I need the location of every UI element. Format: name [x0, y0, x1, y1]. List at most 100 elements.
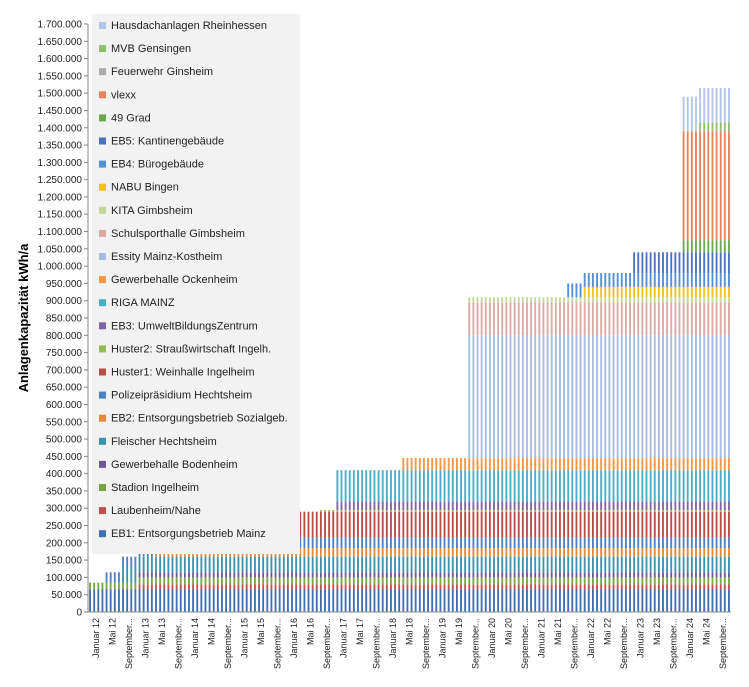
bar-segment [163, 556, 166, 573]
bar-segment [159, 577, 162, 585]
bar-segment [521, 335, 524, 459]
bar-segment [357, 577, 359, 585]
bar-segment [307, 589, 310, 612]
bar-segment [530, 335, 533, 459]
bar-segment [505, 584, 508, 590]
bar-segment [175, 556, 178, 573]
bar-segment [344, 511, 347, 538]
y-tick-label: 500.000 [46, 435, 83, 446]
bar-segment [563, 511, 565, 538]
bar-segment [266, 556, 269, 573]
bar-segment [476, 297, 479, 303]
bar-segment [340, 589, 343, 612]
bar-segment [723, 240, 726, 253]
bar-segment [394, 572, 397, 578]
bar-segment [596, 537, 598, 549]
bar-segment [690, 511, 693, 538]
bar-segment [728, 131, 730, 241]
bar-segment [282, 577, 285, 585]
legend-label: EB1: Entsorgungsbetrieb Mainz [111, 528, 266, 540]
legend-swatch [99, 160, 106, 168]
x-tick-label: Mai 19 [454, 618, 464, 645]
bar-segment [690, 458, 693, 471]
bar-segment [365, 501, 368, 510]
bar-segment [315, 572, 318, 578]
bar-segment [707, 556, 710, 573]
bar-segment [361, 511, 364, 538]
bar-segment [361, 509, 364, 512]
bar-segment [649, 556, 652, 573]
bar-segment [624, 589, 627, 612]
bar-segment [365, 548, 368, 557]
bar-segment [534, 589, 537, 612]
bar-segment [575, 556, 578, 573]
bar-segment [385, 470, 388, 502]
bar-segment [357, 572, 359, 578]
bar-segment [233, 584, 236, 590]
bar-segment [723, 129, 726, 132]
y-tick-label: 550.000 [46, 417, 83, 428]
bar-segment [542, 537, 545, 549]
bar-segment [690, 96, 693, 132]
bar-segment [538, 297, 541, 303]
bar-segment [616, 572, 619, 578]
bar-segment [435, 589, 438, 612]
bar-segment [587, 548, 590, 557]
bar-segment [649, 584, 652, 590]
bar-segment [641, 458, 644, 471]
bar-segment [728, 335, 730, 459]
bar-segment [476, 584, 479, 590]
y-tick-label: 200.000 [46, 538, 83, 549]
bar-segment [398, 572, 401, 578]
bar-segment [381, 556, 384, 573]
bar-segment [629, 511, 631, 538]
bar-segment [637, 297, 640, 303]
bar-segment [534, 548, 537, 557]
bar-segment [315, 556, 318, 573]
bar-segment [670, 252, 673, 274]
bar-segment [422, 556, 425, 573]
bar-segment [505, 589, 508, 612]
bar-segment [542, 584, 545, 590]
bar-segment [690, 252, 693, 274]
bar-segment [488, 335, 491, 459]
bar-segment [707, 501, 710, 510]
bar-segment [707, 240, 710, 253]
bar-segment [464, 511, 467, 538]
bar-segment [443, 577, 446, 585]
bar-segment [319, 537, 322, 549]
y-axis: 050.000100.000150.000200.000250.000300.0… [38, 20, 89, 619]
bar-segment [319, 548, 322, 557]
bar-segment [258, 589, 260, 612]
bar-segment [509, 470, 512, 502]
bar-segment [249, 572, 252, 578]
bar-segment [390, 548, 392, 557]
bar-segment [443, 548, 446, 557]
bar-segment [559, 458, 561, 471]
bar-segment [678, 286, 681, 298]
bar-segment [282, 584, 285, 590]
bar-segment [567, 283, 570, 298]
bar-segment [657, 297, 660, 303]
bar-segment [493, 501, 495, 510]
bar-segment [381, 577, 384, 585]
x-tick-label: September... [421, 618, 431, 669]
bar-segment [600, 335, 603, 459]
bar-segment [352, 548, 355, 557]
bar-segment [155, 584, 157, 590]
bar-segment [538, 556, 541, 573]
bar-segment [686, 302, 689, 336]
bar-segment [682, 335, 685, 459]
bar-segment [278, 572, 281, 578]
bar-segment [142, 577, 145, 585]
bar-segment [113, 572, 116, 583]
bar-segment [596, 335, 598, 459]
bar-segment [575, 589, 578, 612]
y-tick-label: 400.000 [46, 469, 83, 480]
bar-segment [443, 509, 446, 512]
bar-segment [455, 501, 458, 510]
bar-segment [674, 470, 677, 502]
bar-segment [130, 589, 133, 612]
bar-segment [451, 548, 454, 557]
